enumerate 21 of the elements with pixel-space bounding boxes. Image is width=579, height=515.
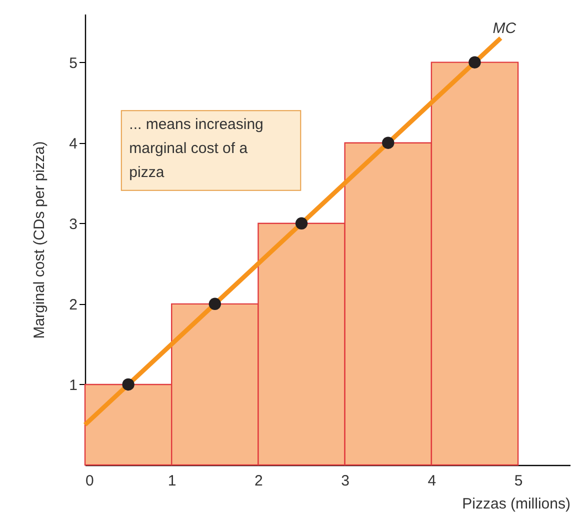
annotation: ... means increasing marginal cost of a pizza — [129, 116, 264, 182]
x-axis-title: Pizzas (millions) — [462, 496, 570, 512]
y-tick-label: 1 — [69, 376, 78, 394]
y-tick-label: 5 — [69, 54, 78, 72]
y-tick-label: 4 — [69, 135, 78, 152]
point — [208, 298, 222, 310]
series-label: MC — [492, 20, 516, 38]
x-tick-label: 2 — [254, 472, 263, 490]
x-tick-label: 1 — [168, 472, 176, 490]
point — [468, 56, 481, 68]
x-tick-label: 4 — [428, 472, 436, 490]
point — [382, 136, 394, 149]
y-axis-title: Marginal cost (CDs per pizza) — [31, 141, 48, 339]
x-tick-label: 0 — [86, 472, 94, 490]
y-tick-label: 2 — [69, 296, 78, 314]
line-series — [82, 36, 503, 427]
y-tick-label: 3 — [69, 216, 78, 233]
x-tick-label: 3 — [341, 472, 350, 490]
point — [122, 378, 134, 391]
x-tick-label: 5 — [514, 472, 523, 490]
point — [295, 217, 308, 230]
